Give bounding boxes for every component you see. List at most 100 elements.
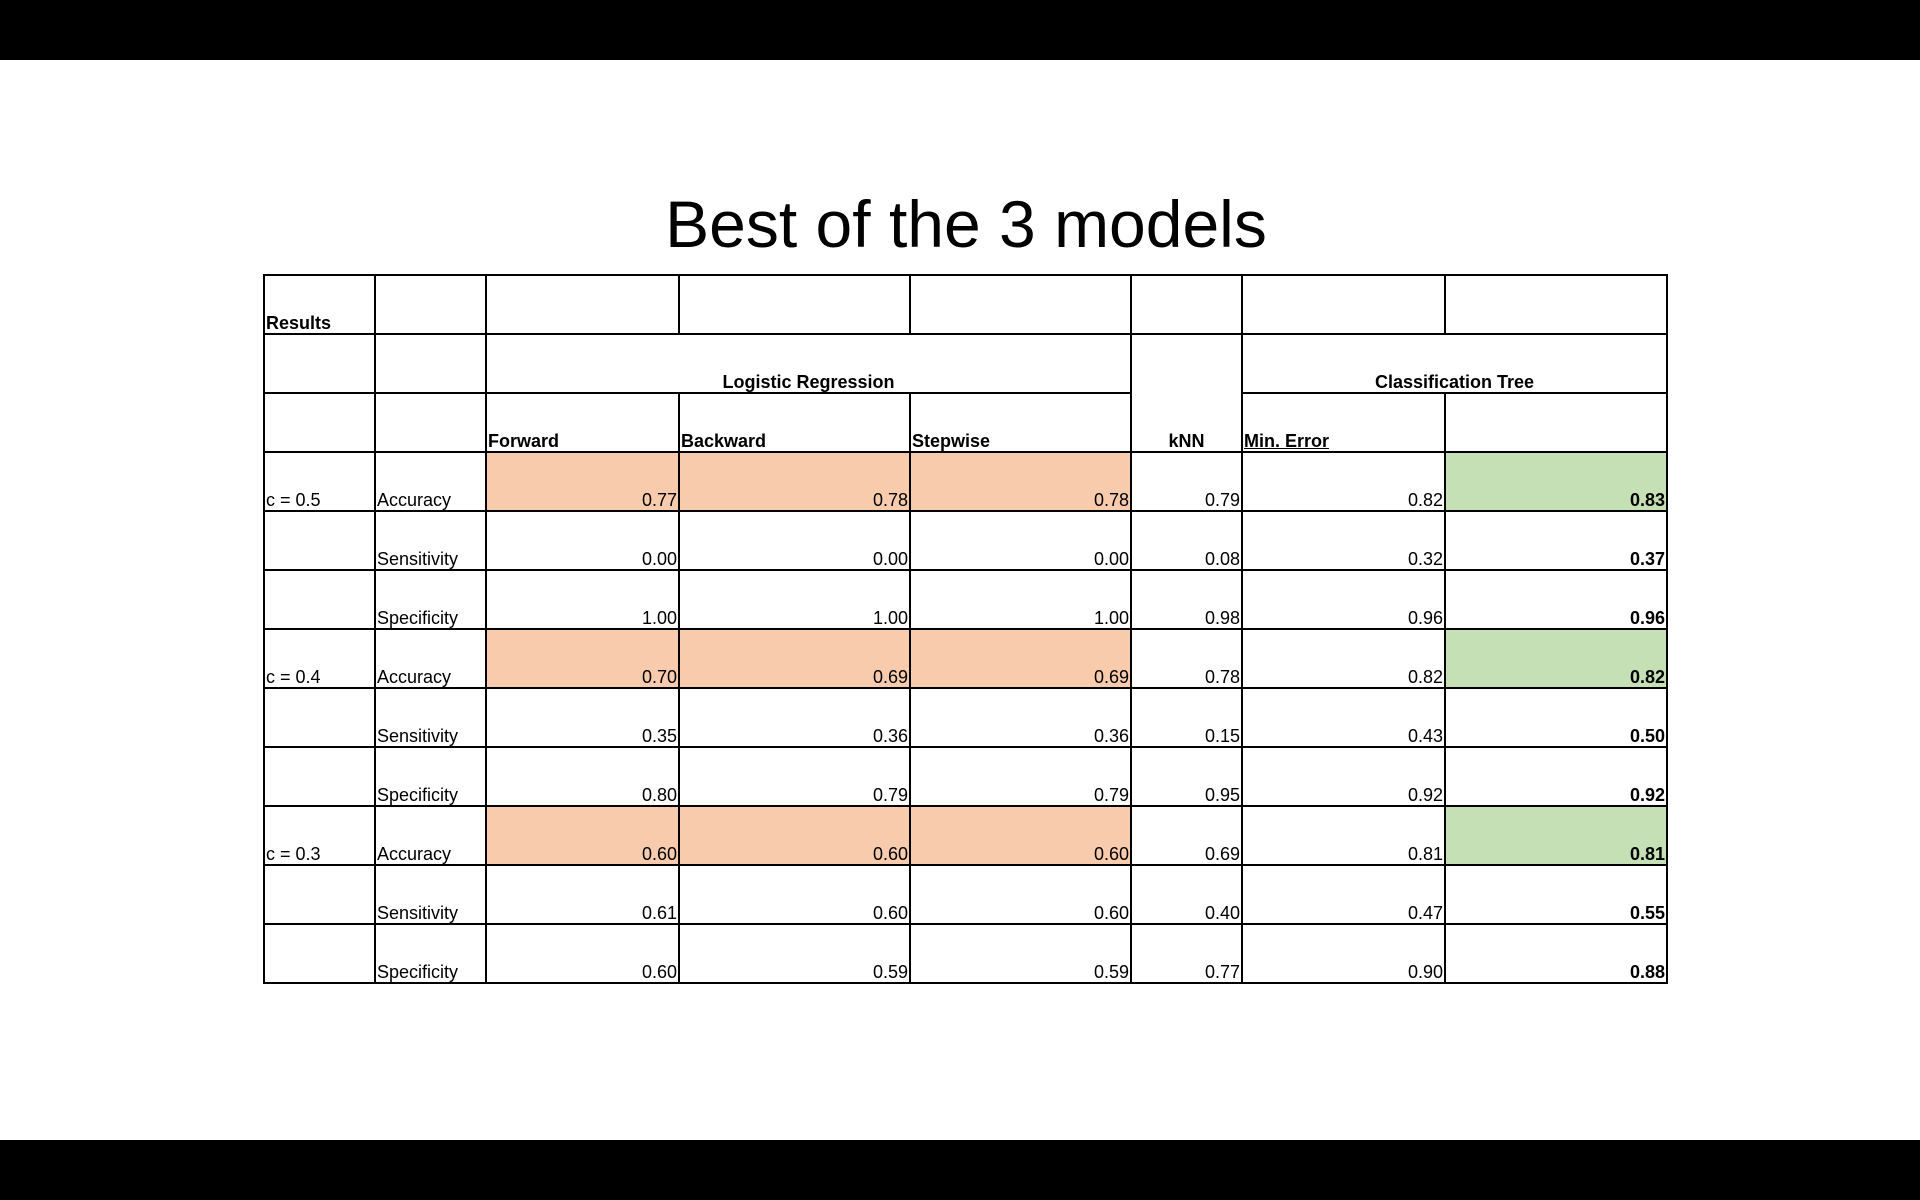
table-row: c = 0.4 Accuracy 0.70 0.69 0.69 0.78 0.82 0.82 [263, 628, 1668, 689]
best-pruned-value: 0.37 [1444, 510, 1668, 571]
metric-cell: Sensitivity [374, 510, 487, 571]
knn-header: kNN [1130, 333, 1243, 453]
empty-cell [1444, 274, 1668, 335]
table-row: c = 0.5 Accuracy 0.77 0.78 0.78 0.79 0.82 0.83 [263, 451, 1668, 512]
classification-tree-header: Classification Tree [1241, 333, 1668, 394]
min-error-header: Min. Error [1241, 392, 1446, 453]
forward-value: 0.80 [485, 746, 680, 807]
knn-value: 0.79 [1130, 451, 1243, 512]
stepwise-value: 0.60 [909, 805, 1132, 866]
min-error-value: 0.96 [1241, 569, 1446, 630]
backward-value: 0.79 [678, 746, 911, 807]
metric-cell: Accuracy [374, 805, 487, 866]
results-table: Results Logistic Regression kNN Classifi… [263, 274, 1668, 984]
backward-header: Backward [678, 392, 911, 453]
cutoff-cell [263, 569, 376, 630]
empty-cell [678, 274, 911, 335]
table-row: Specificity 1.00 1.00 1.00 0.98 0.96 0.96 [263, 569, 1668, 630]
forward-value: 1.00 [485, 569, 680, 630]
forward-value: 0.60 [485, 805, 680, 866]
slide: Best of the 3 models Results [0, 60, 1920, 1140]
metric-cell: Specificity [374, 569, 487, 630]
cutoff-cell: c = 0.3 [263, 805, 376, 866]
table-row: Sensitivity 0.61 0.60 0.60 0.40 0.47 0.55 [263, 864, 1668, 925]
min-error-header-text: Min. Error [1244, 431, 1330, 451]
backward-value: 1.00 [678, 569, 911, 630]
best-pruned-value: 0.96 [1444, 569, 1668, 630]
min-error-value: 0.81 [1241, 805, 1446, 866]
table-row: c = 0.3 Accuracy 0.60 0.60 0.60 0.69 0.81 0.81 [263, 805, 1668, 866]
best-pruned-value: 0.88 [1444, 923, 1668, 984]
backward-value: 0.69 [678, 628, 911, 689]
forward-value: 0.77 [485, 451, 680, 512]
knn-value: 0.98 [1130, 569, 1243, 630]
cutoff-cell [263, 687, 376, 748]
stepwise-value: 0.00 [909, 510, 1132, 571]
stepwise-value: 0.36 [909, 687, 1132, 748]
forward-value: 0.35 [485, 687, 680, 748]
forward-value: 0.00 [485, 510, 680, 571]
backward-value: 0.59 [678, 923, 911, 984]
table-row-results: Results [263, 274, 1668, 335]
stepwise-value: 0.59 [909, 923, 1132, 984]
metric-cell: Accuracy [374, 628, 487, 689]
knn-value: 0.78 [1130, 628, 1243, 689]
empty-cell [485, 274, 680, 335]
empty-cell [374, 274, 487, 335]
knn-value: 0.69 [1130, 805, 1243, 866]
forward-value: 0.60 [485, 923, 680, 984]
table-row: Sensitivity 0.00 0.00 0.00 0.08 0.32 0.37 [263, 510, 1668, 571]
empty-cell [263, 392, 376, 453]
backward-value: 0.78 [678, 451, 911, 512]
metric-cell: Specificity [374, 923, 487, 984]
best-pruned-value: 0.82 [1444, 628, 1668, 689]
best-pruned-value: 0.83 [1444, 451, 1668, 512]
min-error-value: 0.90 [1241, 923, 1446, 984]
best-pruned-header [1444, 392, 1668, 453]
empty-cell [1130, 274, 1243, 335]
stepwise-value: 0.69 [909, 628, 1132, 689]
best-pruned-value: 0.92 [1444, 746, 1668, 807]
cutoff-cell [263, 923, 376, 984]
table-row: Sensitivity 0.35 0.36 0.36 0.15 0.43 0.50 [263, 687, 1668, 748]
metric-cell: Specificity [374, 746, 487, 807]
min-error-value: 0.82 [1241, 628, 1446, 689]
min-error-value: 0.92 [1241, 746, 1446, 807]
slide-title: Best of the 3 models [665, 187, 1267, 261]
cutoff-cell: c = 0.4 [263, 628, 376, 689]
knn-value: 0.40 [1130, 864, 1243, 925]
forward-value: 0.70 [485, 628, 680, 689]
backward-value: 0.60 [678, 805, 911, 866]
best-pruned-value: 0.81 [1444, 805, 1668, 866]
stepwise-value: 0.60 [909, 864, 1132, 925]
min-error-value: 0.43 [1241, 687, 1446, 748]
cutoff-cell [263, 864, 376, 925]
stepwise-value: 1.00 [909, 569, 1132, 630]
forward-value: 0.61 [485, 864, 680, 925]
backward-value: 0.60 [678, 864, 911, 925]
empty-cell [1241, 274, 1446, 335]
forward-header: Forward [485, 392, 680, 453]
backward-value: 0.36 [678, 687, 911, 748]
table-row: Specificity 0.80 0.79 0.79 0.95 0.92 0.92 [263, 746, 1668, 807]
stepwise-header: Stepwise [909, 392, 1132, 453]
empty-cell [909, 274, 1132, 335]
empty-cell [374, 392, 487, 453]
metric-cell: Sensitivity [374, 864, 487, 925]
knn-value: 0.77 [1130, 923, 1243, 984]
min-error-value: 0.32 [1241, 510, 1446, 571]
knn-value: 0.08 [1130, 510, 1243, 571]
backward-value: 0.00 [678, 510, 911, 571]
cutoff-cell [263, 510, 376, 571]
best-pruned-value: 0.55 [1444, 864, 1668, 925]
knn-value: 0.95 [1130, 746, 1243, 807]
table-row-subheaders: Forward Backward Stepwise Min. Error [263, 392, 1668, 453]
metric-cell: Accuracy [374, 451, 487, 512]
table-row: Specificity 0.60 0.59 0.59 0.77 0.90 0.88 [263, 923, 1668, 984]
stepwise-value: 0.78 [909, 451, 1132, 512]
table-row-groups: Logistic Regression kNN Classification T… [263, 333, 1668, 453]
cutoff-cell: c = 0.5 [263, 451, 376, 512]
cutoff-cell [263, 746, 376, 807]
metric-cell: Sensitivity [374, 687, 487, 748]
best-pruned-value: 0.50 [1444, 687, 1668, 748]
